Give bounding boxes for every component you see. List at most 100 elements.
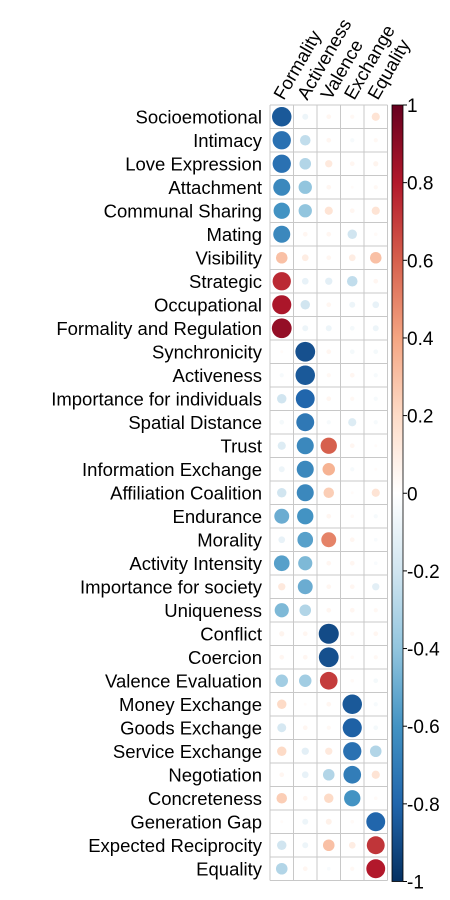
row-label: Activeness	[173, 365, 262, 386]
correlation-circle	[277, 746, 287, 756]
row-label: Mating	[206, 224, 262, 245]
correlation-circle	[373, 349, 379, 355]
correlation-circle	[326, 373, 331, 378]
correlation-circle	[295, 389, 315, 409]
correlation-circle	[349, 584, 355, 590]
correlation-circle	[297, 531, 314, 548]
row-label: Synchronicity	[152, 341, 263, 362]
row-label: Socioemotional	[136, 106, 263, 127]
correlation-circle	[302, 325, 309, 332]
correlation-circle	[366, 836, 385, 855]
correlation-circle	[347, 229, 357, 239]
correlation-circle	[373, 561, 378, 566]
row-label: Occupational	[154, 294, 262, 315]
correlation-circle	[319, 671, 338, 690]
correlation-circle	[373, 514, 378, 519]
correlation-circle	[275, 674, 288, 687]
correlation-circle	[322, 768, 335, 781]
correlation-circle	[302, 842, 309, 849]
correlation-circle	[296, 413, 315, 432]
row-label: Information Exchange	[82, 459, 262, 480]
correlation-circle	[350, 819, 355, 824]
legend-tick-label: 0.6	[407, 251, 433, 272]
row-label: Love Expression	[125, 153, 262, 174]
correlation-circle	[302, 654, 308, 660]
correlation-circle	[279, 631, 285, 637]
correlation-circle	[373, 655, 378, 660]
correlation-circle	[299, 674, 312, 687]
correlation-circle	[349, 349, 355, 355]
correlation-circle	[296, 460, 314, 478]
legend-tick-label: -0.4	[407, 640, 440, 661]
correlation-circle	[302, 113, 309, 120]
legend-tick-label: 0.8	[407, 174, 433, 195]
legend-tick-label: -1	[407, 873, 424, 894]
correlation-circle	[301, 254, 309, 262]
correlation-circle	[325, 160, 333, 168]
row-label: Morality	[197, 529, 263, 550]
row-label: Service Exchange	[113, 741, 262, 762]
correlation-circle	[348, 254, 356, 262]
correlation-circle	[348, 841, 356, 849]
correlation-circle	[297, 579, 313, 595]
correlation-circle	[323, 487, 335, 499]
correlation-circle	[326, 349, 332, 355]
correlation-circle	[301, 747, 309, 755]
legend-tick-label: 0.2	[407, 407, 433, 428]
correlation-circle	[278, 583, 286, 591]
correlation-circle	[279, 419, 285, 425]
correlation-circle	[271, 318, 292, 339]
correlation-circle	[279, 373, 284, 378]
correlation-circle	[346, 275, 358, 287]
correlation-circle	[277, 699, 287, 709]
correlation-circle	[326, 701, 332, 707]
row-label: Expected Reciprocity	[88, 835, 263, 856]
correlation-circle	[373, 420, 378, 425]
correlation-circle	[349, 560, 355, 566]
correlation-circle	[350, 185, 354, 189]
correlation-circle	[272, 154, 291, 173]
row-label: Importance for society	[80, 576, 263, 597]
correlation-circle	[374, 467, 378, 471]
correlation-circle	[373, 161, 379, 167]
correlation-circle	[350, 655, 355, 660]
row-label: Activity Intensity	[129, 553, 262, 574]
correlation-circle	[349, 443, 355, 449]
correlation-circle	[325, 818, 332, 825]
correlation-circle	[373, 185, 378, 190]
correlation-circle	[342, 718, 362, 738]
correlation-circle	[300, 300, 310, 310]
correlation-circle	[373, 796, 378, 801]
correlation-circle	[298, 556, 313, 571]
legend-tick-label: -0.6	[407, 717, 440, 738]
correlation-circle	[344, 790, 361, 807]
correlation-circle	[373, 608, 378, 613]
correlation-circle	[369, 251, 382, 264]
correlation-circle	[326, 114, 332, 120]
correlation-circle	[350, 114, 355, 119]
correlation-circle	[374, 444, 378, 448]
row-label: Generation Gap	[130, 811, 262, 832]
correlation-circle	[348, 418, 357, 427]
correlation-circle	[372, 325, 379, 332]
column-labels: FormalityActivenessValenceExchangeEquali…	[269, 15, 414, 103]
correlation-circle	[343, 765, 362, 784]
row-label: Negotiation	[168, 764, 262, 785]
row-label: Coercion	[188, 647, 262, 668]
correlation-circle	[350, 138, 355, 143]
correlation-circle	[373, 702, 378, 707]
correlation-circle	[371, 770, 380, 779]
correlation-circle	[274, 603, 289, 618]
correlation-circle	[321, 532, 337, 548]
correlation-circle	[277, 723, 287, 733]
correlation-circle	[371, 488, 380, 497]
correlation-circle	[322, 463, 335, 476]
color-legend: 1 0.8 0.6 0.4 0.2 0 -0.2 -0.4 -0.6 -0.8 -1	[391, 96, 440, 894]
row-label: Spatial Distance	[128, 412, 262, 433]
row-label: Valence Evaluation	[105, 670, 262, 691]
legend-tick-label: 1	[407, 96, 418, 117]
correlation-circle	[350, 631, 355, 636]
correlation-circle	[274, 508, 290, 524]
